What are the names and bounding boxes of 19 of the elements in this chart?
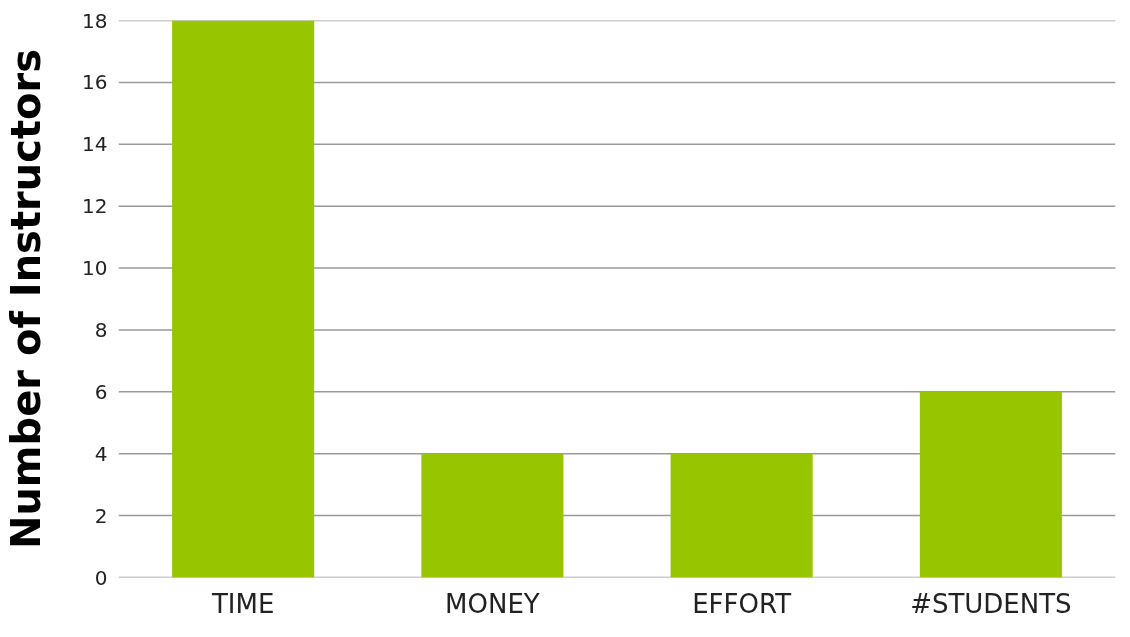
y-tick-label: 14 [82, 132, 108, 157]
bar [670, 453, 813, 578]
y-tick-label: 2 [94, 503, 108, 528]
y-tick-label: 12 [82, 194, 108, 219]
bar [919, 391, 1062, 578]
y-tick-label: 8 [94, 317, 108, 342]
y-axis-title: Number of Instructors [3, 48, 50, 550]
x-tick-label: MONEY [445, 588, 540, 619]
bar [172, 20, 315, 578]
bar [421, 453, 564, 578]
x-tick-label: TIME [210, 588, 275, 619]
y-tick-label: 0 [94, 565, 108, 590]
x-tick-label: #STUDENTS [910, 588, 1072, 619]
y-tick-label: 10 [82, 256, 108, 281]
y-tick-label: 6 [94, 379, 108, 404]
y-tick-label: 4 [94, 441, 108, 466]
y-tick-label: 16 [82, 70, 108, 95]
x-tick-label: EFFORT [692, 588, 792, 619]
y-tick-label: 18 [82, 8, 108, 33]
